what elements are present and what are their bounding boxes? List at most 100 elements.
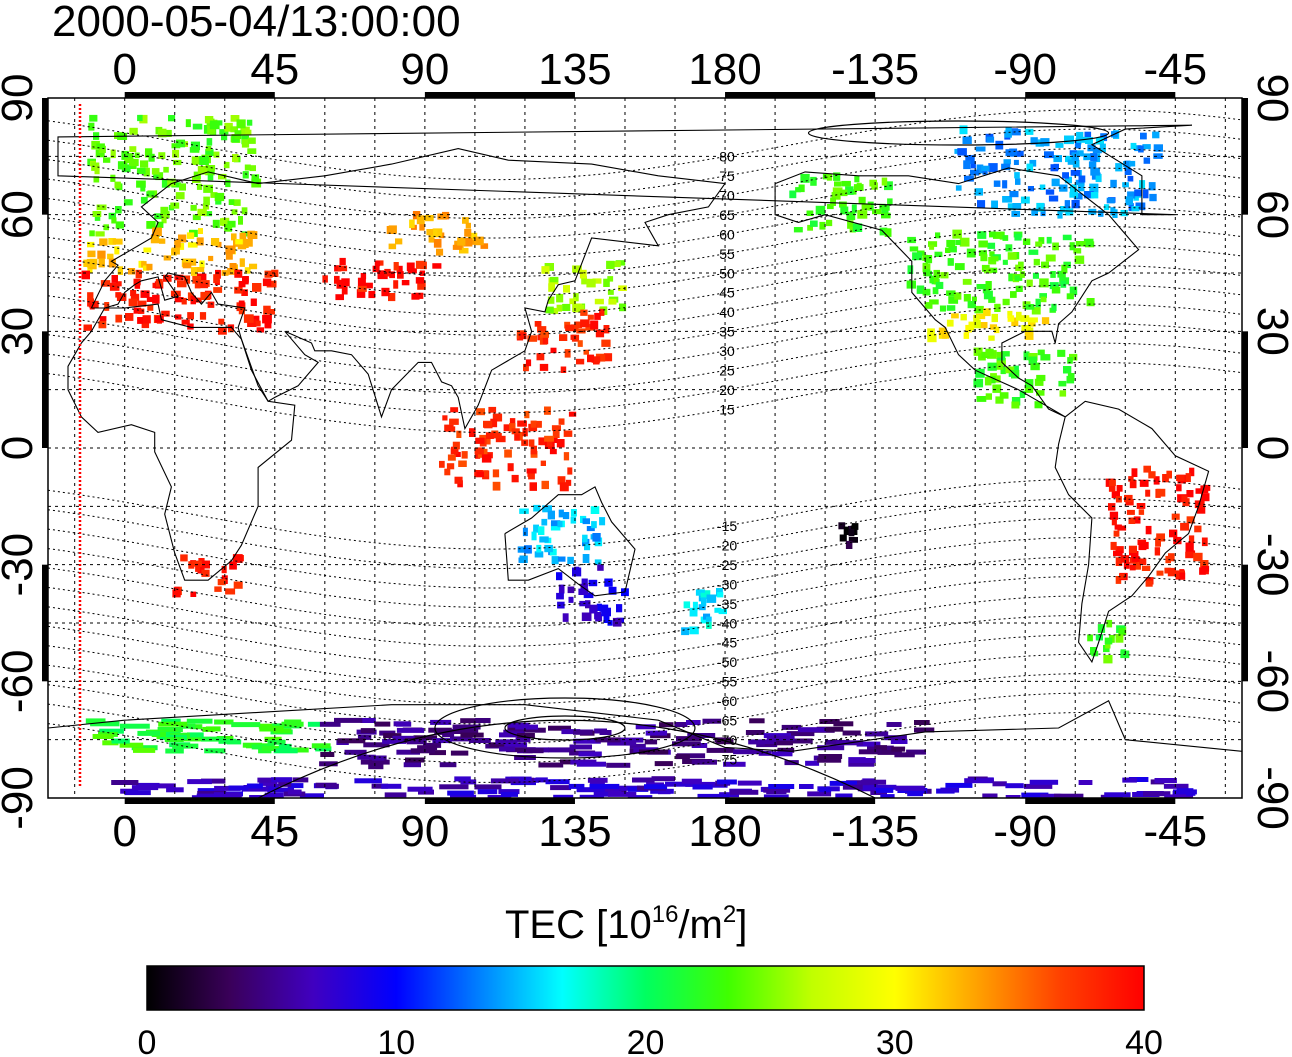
tec-cell xyxy=(98,258,105,268)
tec-cell xyxy=(372,755,385,761)
tec-cell xyxy=(1154,778,1177,783)
tec-cell xyxy=(991,313,998,323)
map-title: 2000-05-04/13:00:00 xyxy=(52,0,461,46)
tec-cell xyxy=(619,303,627,312)
tec-cell xyxy=(544,406,551,415)
tec-cell xyxy=(607,289,614,295)
tec-cell xyxy=(603,353,613,362)
tec-cell xyxy=(1050,271,1056,278)
tec-cell xyxy=(137,317,143,324)
tec-cell xyxy=(412,211,421,220)
tec-cell xyxy=(214,719,234,725)
tec-cell xyxy=(569,298,576,305)
tec-cell xyxy=(988,163,998,172)
tec-cell xyxy=(229,263,237,270)
tec-cell xyxy=(360,273,367,280)
colorbar-label-mid: /m xyxy=(678,903,723,947)
tec-cell xyxy=(1173,536,1182,545)
tec-cell xyxy=(608,298,617,305)
tec-cell xyxy=(586,526,595,532)
tec-cell xyxy=(247,137,256,144)
tec-cell xyxy=(1040,138,1050,147)
lon-tick-bottom: -45 xyxy=(1143,807,1207,856)
tec-cell xyxy=(1133,516,1141,524)
tec-cell xyxy=(1133,195,1139,201)
tec-cell xyxy=(962,278,972,285)
tec-cell xyxy=(163,166,169,173)
tec-cell xyxy=(194,267,205,273)
coastline xyxy=(67,303,296,581)
tec-cell xyxy=(807,791,832,797)
tec-cell xyxy=(490,418,498,428)
tec-cell xyxy=(456,430,462,438)
tec-cell xyxy=(481,470,489,477)
magnetic-latitude-label: 55 xyxy=(719,246,735,262)
tec-cell xyxy=(1110,179,1117,188)
tec-cell xyxy=(1074,255,1085,264)
tec-cluster xyxy=(386,211,489,256)
tec-cell xyxy=(777,747,795,753)
tec-cell xyxy=(1040,210,1046,217)
tec-cell xyxy=(700,616,710,624)
tec-cell xyxy=(1143,791,1171,797)
tec-cell xyxy=(1143,189,1149,199)
tec-cell xyxy=(1087,634,1093,642)
tec-cell xyxy=(895,785,926,791)
tec-cell xyxy=(835,793,853,798)
tec-cell xyxy=(994,326,1000,334)
tec-cell xyxy=(536,353,545,361)
tec-cell xyxy=(1088,161,1097,169)
tec-cell xyxy=(558,556,566,562)
tec-cluster xyxy=(81,269,279,335)
tec-cell xyxy=(847,220,854,229)
tec-cell xyxy=(1039,278,1049,288)
tec-cell xyxy=(159,238,166,244)
tec-cell xyxy=(763,794,789,798)
tec-cell xyxy=(94,165,100,175)
tec-cell xyxy=(446,463,455,470)
tec-cell xyxy=(454,776,471,782)
tec-cell xyxy=(1171,513,1180,520)
tec-cell xyxy=(234,269,243,278)
tec-cell xyxy=(1188,535,1195,544)
tec-cell xyxy=(922,263,931,273)
tec-cell xyxy=(800,173,810,183)
tec-cell xyxy=(1062,172,1069,179)
tec-cell xyxy=(849,227,856,233)
tec-cell xyxy=(845,540,853,549)
tec-cell xyxy=(517,420,527,427)
tec-cell xyxy=(244,267,251,274)
tec-cell xyxy=(795,187,802,193)
tec-cell xyxy=(582,534,588,543)
tec-cell xyxy=(128,153,134,162)
tec-cell xyxy=(232,154,239,162)
tec-cell xyxy=(218,327,227,335)
tec-cell xyxy=(1125,499,1134,506)
tec-cell xyxy=(190,141,200,151)
tec-cell xyxy=(124,790,151,796)
tec-cell xyxy=(1004,130,1012,138)
tec-cell xyxy=(142,265,150,271)
tec-cell xyxy=(988,296,996,303)
tec-cell xyxy=(1133,561,1141,570)
tec-cell xyxy=(1149,193,1157,202)
tec-cell xyxy=(1155,537,1161,547)
tec-cell xyxy=(153,731,181,737)
tec-cell xyxy=(549,276,559,283)
tec-cell xyxy=(1140,132,1147,140)
tec-cell xyxy=(784,760,799,766)
tec-cell xyxy=(1131,206,1140,212)
magnetic-latitude-line xyxy=(48,517,1242,589)
tec-cell xyxy=(199,312,207,320)
tec-cell xyxy=(200,291,210,300)
tec-cell xyxy=(1166,470,1172,479)
tec-cell xyxy=(1069,191,1079,198)
tec-cluster xyxy=(111,776,1197,798)
tec-cell xyxy=(519,332,527,340)
coastline xyxy=(774,167,1140,418)
tec-cell xyxy=(1014,172,1020,179)
tec-cell xyxy=(430,719,452,725)
tec-cell xyxy=(1002,235,1009,241)
tec-cell xyxy=(246,783,263,789)
tec-cell xyxy=(1039,293,1047,299)
